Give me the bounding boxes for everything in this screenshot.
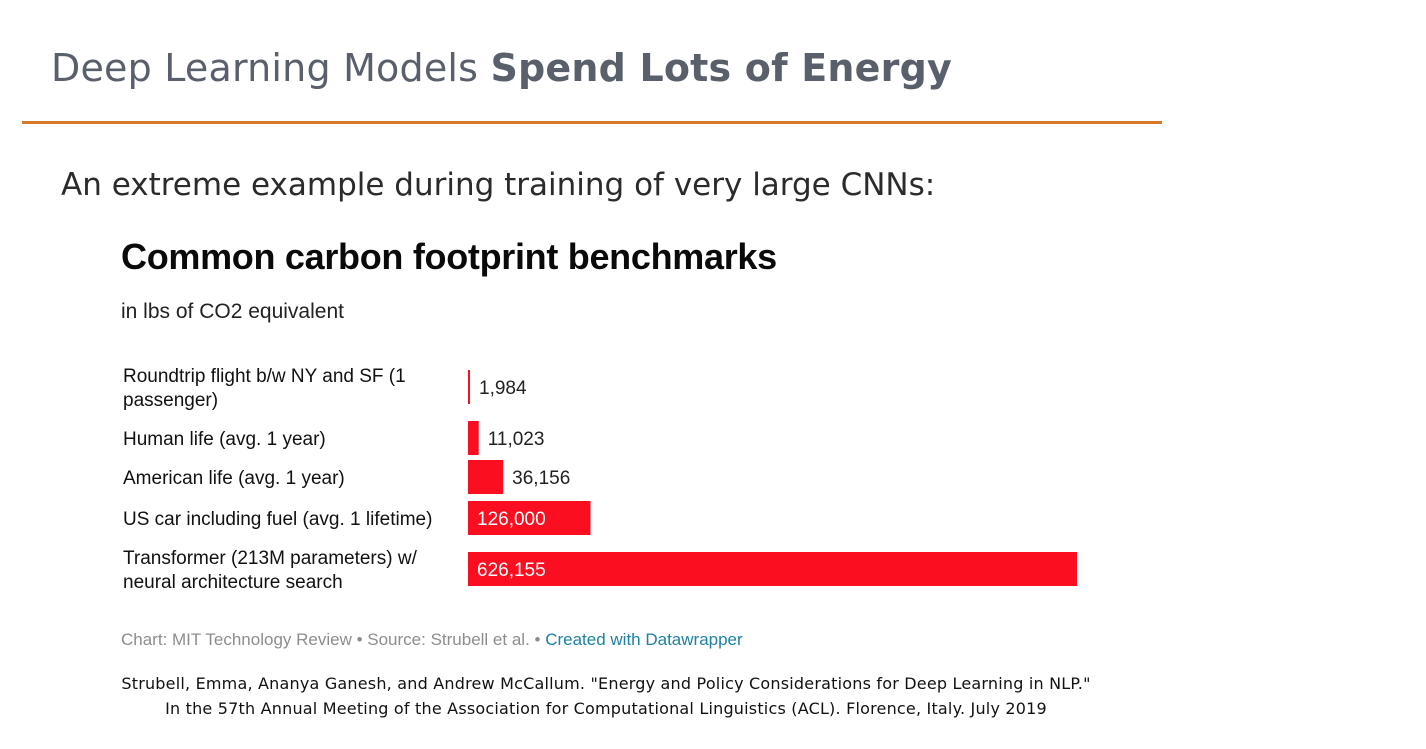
category-label-1: Human life (avg. 1 year) <box>123 429 326 450</box>
category-label-0-line-0: Roundtrip flight b/w NY and SF (1 <box>123 366 406 387</box>
category-label-4-line-1: neural architecture search <box>123 572 343 593</box>
chart-subtitle: in lbs of CO2 equivalent <box>121 300 344 323</box>
bar-2 <box>468 460 504 494</box>
category-label-0-line-1: passenger) <box>123 390 218 411</box>
chart-credit-source: Chart: MIT Technology Review • Source: S… <box>121 630 546 649</box>
slide-subtitle: An extreme example during training of ve… <box>61 167 936 203</box>
bar-3 <box>468 501 591 535</box>
category-label-3: US car including fuel (avg. 1 lifetime) <box>123 509 432 530</box>
title-divider <box>22 121 1162 124</box>
citation-line-1: Strubell, Emma, Ananya Ganesh, and Andre… <box>121 674 1091 693</box>
value-label-4: 626,155 <box>477 560 546 581</box>
bar-4 <box>468 552 1077 586</box>
citation-line-2: In the 57th Annual Meeting of the Associ… <box>165 699 1047 718</box>
chart-title: Common carbon footprint benchmarks <box>121 236 777 277</box>
value-label-0: 1,984 <box>479 378 527 399</box>
slide-title-bold: Spend Lots of Energy <box>490 46 952 90</box>
value-label-1: 11,023 <box>488 429 545 450</box>
category-label-2: American life (avg. 1 year) <box>123 468 345 489</box>
bar-1 <box>468 421 479 455</box>
slide-title: Deep Learning Models Spend Lots of Energ… <box>51 46 952 90</box>
datawrapper-link[interactable]: Created with Datawrapper <box>545 630 743 649</box>
category-label-4-line-0: Transformer (213M parameters) w/ <box>123 548 418 569</box>
value-label-2: 36,156 <box>512 468 570 489</box>
slide-title-regular: Deep Learning Models <box>51 46 491 90</box>
chart-credit: Chart: MIT Technology Review • Source: S… <box>121 630 743 650</box>
value-label-3: 126,000 <box>477 509 546 530</box>
bar-0 <box>468 370 470 404</box>
